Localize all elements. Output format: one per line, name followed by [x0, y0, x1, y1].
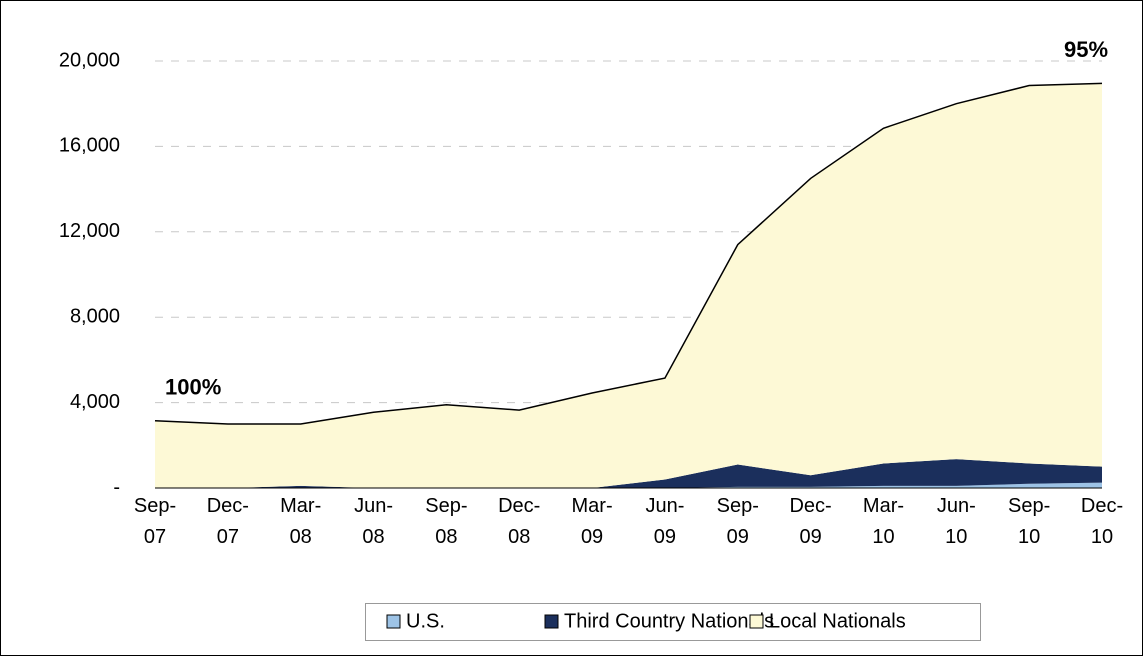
legend-label: Third Country Nationals	[564, 610, 774, 632]
legend-box	[365, 603, 981, 641]
x-tick-label: Jun-10	[937, 495, 976, 548]
legend-label: Local Nationals	[769, 610, 906, 632]
x-tick-label: Dec-10	[1081, 495, 1123, 548]
x-tick-label: Sep-08	[425, 495, 467, 548]
legend-swatch	[544, 614, 559, 629]
total-outline	[154, 82, 1103, 425]
y-tick-label: 20,000	[59, 49, 120, 71]
annotation: 100%	[165, 375, 221, 400]
x-tick-label: Dec-07	[207, 495, 249, 548]
area	[155, 459, 1102, 488]
legend-label: U.S.	[406, 610, 445, 632]
area	[155, 83, 1102, 488]
x-tick-label: Jun-09	[645, 495, 684, 548]
y-tick-label: 8,000	[70, 305, 120, 327]
annotation: 95%	[1064, 37, 1108, 62]
legend-swatch	[386, 614, 401, 629]
legend-swatch	[749, 614, 764, 629]
x-tick-label: Mar-09	[572, 495, 613, 548]
x-tick-label: Sep-07	[134, 495, 176, 548]
y-tick-label: 12,000	[59, 220, 120, 242]
y-tick-label: 16,000	[59, 135, 120, 157]
y-tick-label: 4,000	[70, 391, 120, 413]
y-tick-label: -	[113, 476, 120, 498]
x-tick-label: Mar-10	[863, 495, 904, 548]
x-tick-label: Mar-08	[280, 495, 321, 548]
x-tick-label: Dec-08	[498, 495, 540, 548]
x-tick-label: Jun-08	[354, 495, 393, 548]
x-tick-label: Sep-10	[1008, 495, 1050, 548]
area	[155, 482, 1102, 488]
x-tick-label: Sep-09	[717, 495, 759, 548]
x-tick-label: Dec-09	[789, 495, 831, 548]
